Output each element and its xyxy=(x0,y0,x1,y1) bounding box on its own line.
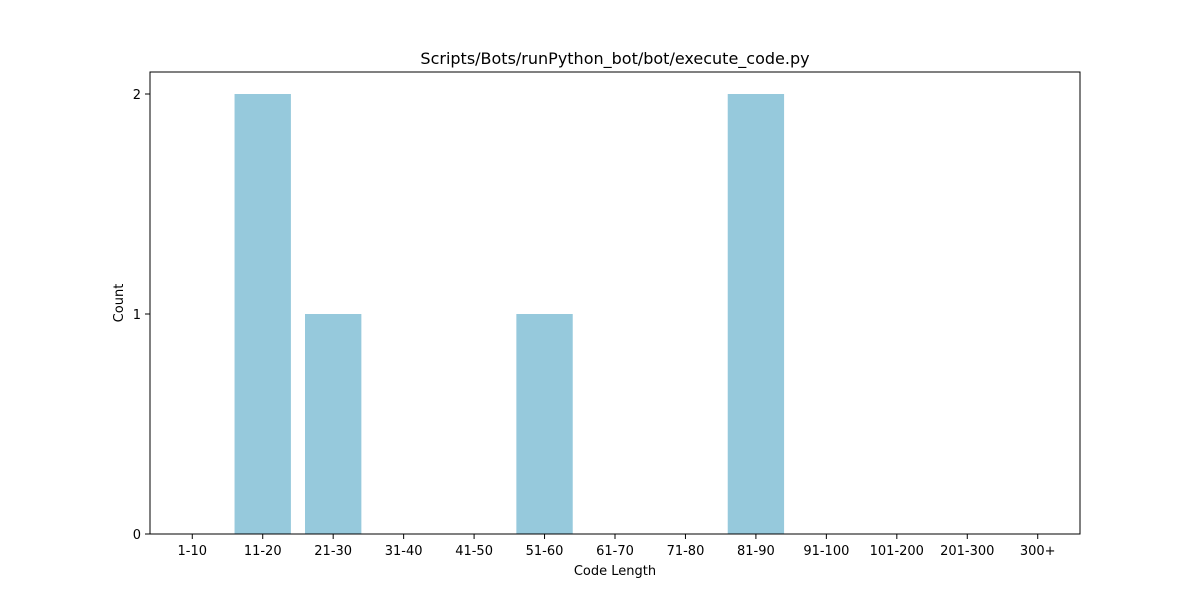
x-tick-label: 300+ xyxy=(1020,544,1056,559)
y-axis-ticks: 0 1 2 xyxy=(133,88,150,543)
y-tick-label: 2 xyxy=(133,88,141,103)
x-tick-label: 1-10 xyxy=(178,544,208,559)
bar-21-30 xyxy=(305,314,362,534)
x-tick-label: 21-30 xyxy=(314,544,352,559)
x-tick-label: 61-70 xyxy=(596,544,634,559)
chart-title: Scripts/Bots/runPython_bot/bot/execute_c… xyxy=(420,49,809,69)
plot-frame xyxy=(149,71,1081,535)
y-tick-label: 0 xyxy=(133,528,141,543)
x-tick-label: 31-40 xyxy=(385,544,423,559)
x-tick-label: 11-20 xyxy=(244,544,282,559)
x-tick-label: 51-60 xyxy=(526,544,564,559)
x-tick-label: 91-100 xyxy=(803,544,849,559)
x-tick-label: 71-80 xyxy=(667,544,705,559)
bars-group xyxy=(234,94,785,534)
bar-81-90 xyxy=(727,94,785,534)
x-axis-ticks: 1-10 11-20 21-30 31-40 41-50 51-60 61-70 71-80 8… xyxy=(178,534,1056,559)
x-tick-label: 41-50 xyxy=(455,544,493,559)
x-axis-title: Code Length xyxy=(574,564,656,579)
bar-51-60 xyxy=(516,314,573,534)
x-tick-label: 101-200 xyxy=(870,544,924,559)
bar-11-20 xyxy=(234,94,291,534)
x-tick-label: 201-300 xyxy=(940,544,994,559)
y-tick-label: 1 xyxy=(133,308,141,323)
x-tick-label: 81-90 xyxy=(737,544,775,559)
y-axis-title: Count xyxy=(112,284,127,323)
